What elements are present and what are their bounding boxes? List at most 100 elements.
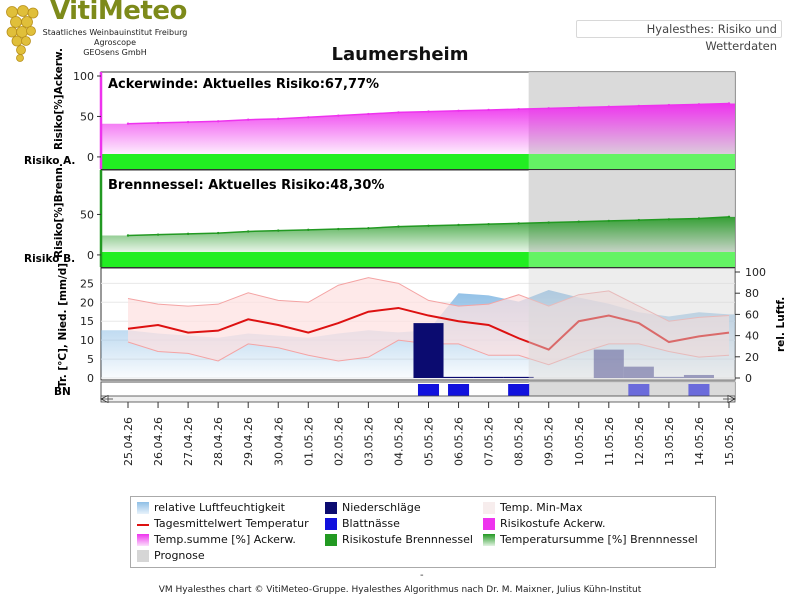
brennnessel-title: Brennnessel: Aktuelles Risiko:48,30%	[108, 178, 384, 193]
ackerwinde-point	[667, 103, 671, 107]
brennnessel-point	[487, 222, 490, 226]
brennnessel-ylabel: Risiko[%]Brenn.	[53, 163, 65, 258]
ackerwinde-point	[397, 111, 400, 114]
ytick-label: 25	[80, 277, 94, 290]
temp-minmax-area	[128, 277, 729, 365]
brennnessel-temperatursumme-area	[101, 216, 735, 255]
brennnessel-point	[607, 219, 610, 223]
ackerwinde-point	[186, 120, 190, 124]
xtick-label: 29.04.26	[242, 417, 255, 466]
brennnessel-point	[547, 221, 550, 224]
brennnessel-risk-bar-prognose	[528, 252, 735, 267]
header-link[interactable]: Hyalesthes: Risiko und Wetterdaten	[576, 20, 782, 53]
footer-credit: VM Hyalesthes chart © VitiMeteo-Gruppe. …	[158, 585, 642, 595]
ackerwinde-point	[216, 120, 220, 123]
ackerwinde-point	[126, 122, 130, 125]
ackerwinde-point	[427, 110, 430, 113]
ackerwinde-yticks: 0 50 100	[73, 70, 101, 164]
blattnaesse-bar	[417, 384, 440, 396]
xtick-label: 10.05.26	[573, 417, 586, 466]
ackerwinde-point	[727, 102, 731, 105]
y2tick-label: 100	[745, 266, 766, 279]
precipitation-bar	[413, 323, 444, 378]
brennnessel-point	[517, 222, 520, 225]
ackerwinde-point	[277, 117, 280, 121]
xtick-label: 06.05.26	[453, 417, 466, 466]
xtick-label: 26.04.26	[152, 417, 165, 466]
legend-label: Temperatursumme [%] Brennnessel	[500, 533, 698, 546]
legend-swatch	[325, 518, 337, 530]
ytick-label: 10	[80, 334, 94, 347]
xtick-label: 03.05.26	[362, 417, 375, 466]
brennnessel-point	[337, 227, 340, 231]
brennnessel-point	[156, 233, 160, 236]
precipitation-bar	[683, 374, 714, 378]
xtick-label: 27.04.26	[182, 417, 195, 466]
brennnessel-point	[397, 225, 400, 228]
legend-label: Prognose	[154, 549, 205, 562]
ytick-label: 50	[80, 110, 94, 123]
precipitation-bar	[473, 376, 504, 378]
ytick-label: 0	[87, 372, 94, 385]
xtick-label: 11.05.26	[603, 417, 616, 466]
bn-label: BN	[54, 386, 71, 398]
xtick-label: 05.05.26	[423, 417, 436, 466]
xtick-label: 12.05.26	[633, 417, 646, 466]
legend-label: Blattnässe	[342, 517, 400, 530]
ytick-label: 15	[80, 315, 94, 328]
brennnessel-point	[727, 215, 731, 219]
xtick-label: 07.05.26	[483, 417, 496, 466]
legend-label: Niederschläge	[342, 501, 421, 514]
y2tick-label: 80	[745, 287, 759, 300]
xtick-label: 25.04.26	[122, 417, 135, 466]
scroll-right-arrow-icon[interactable]	[723, 394, 736, 404]
ackerwinde-point	[307, 116, 310, 119]
legend-swatch	[483, 534, 495, 546]
brennnessel-point	[277, 229, 280, 232]
ackerwinde-risk-bar-prognose	[528, 154, 735, 169]
risiko-a-label: Risiko A.	[24, 155, 75, 167]
y2tick-label: 20	[745, 351, 759, 364]
chart-title: Laumersheim	[331, 44, 469, 65]
weather-yticks: 0 5 10 15 20 25	[80, 277, 94, 385]
xtick-label: 04.05.26	[392, 417, 405, 466]
xtick-label: 30.04.26	[272, 417, 285, 466]
scroll-left-arrow-icon[interactable]	[100, 394, 113, 404]
ackerwinde-point	[367, 112, 370, 116]
brennnessel-point	[367, 227, 370, 230]
legend-swatch	[483, 518, 495, 530]
legend-label: Risikostufe Ackerw.	[500, 517, 606, 530]
blattnaesse-bar	[628, 384, 650, 396]
legend-swatch	[137, 534, 149, 546]
x-axis-labels: 25.04.26 26.04.26 27.04.26 28.04.26 29.04.26…	[122, 402, 736, 466]
weather-ylabel: Tr. [°C], Nied. [mm/d]	[57, 263, 69, 388]
brennnessel-point	[577, 220, 580, 223]
brennnessel-point	[457, 223, 460, 227]
prognose-area-weather	[528, 268, 735, 380]
logo-line-1: Staatliches Weinbauinstitut Freiburg	[42, 28, 188, 37]
footer-dash: -	[420, 570, 424, 581]
ytick-label: 0	[87, 249, 94, 262]
risiko-b-label: Risiko B.	[24, 253, 75, 265]
precipitation-bar	[443, 376, 474, 378]
legend-label: Tagesmittelwert Temperatur	[154, 517, 309, 530]
blattnaesse-bars	[417, 384, 710, 396]
xtick-label: 09.05.26	[543, 417, 556, 466]
legend-label: relative Luftfeuchtigkeit	[154, 501, 285, 514]
brennnessel-point	[697, 217, 701, 220]
brennnessel-point	[216, 231, 220, 235]
legend-swatch	[325, 502, 337, 514]
ackerwinde-point	[577, 106, 580, 109]
precipitation-bar	[653, 376, 684, 378]
chart-svg: Ackerwinde: Aktuelles Risiko:67,77% 0501…	[24, 48, 787, 466]
brennnessel-point	[427, 224, 430, 227]
ytick-label: 50	[80, 208, 94, 221]
precipitation-bar	[593, 349, 624, 378]
xtick-label: 14.05.26	[693, 417, 706, 466]
timeline-scrollbar[interactable]	[100, 395, 736, 403]
xtick-label: 13.05.26	[663, 417, 676, 466]
logo-line-2: Agroscope	[93, 38, 137, 47]
legend: relative Luftfeuchtigkeit Niederschläge Te…	[130, 496, 716, 568]
precipitation-bar	[623, 366, 654, 378]
ackerwinde-temperatursumme-area	[101, 103, 735, 157]
